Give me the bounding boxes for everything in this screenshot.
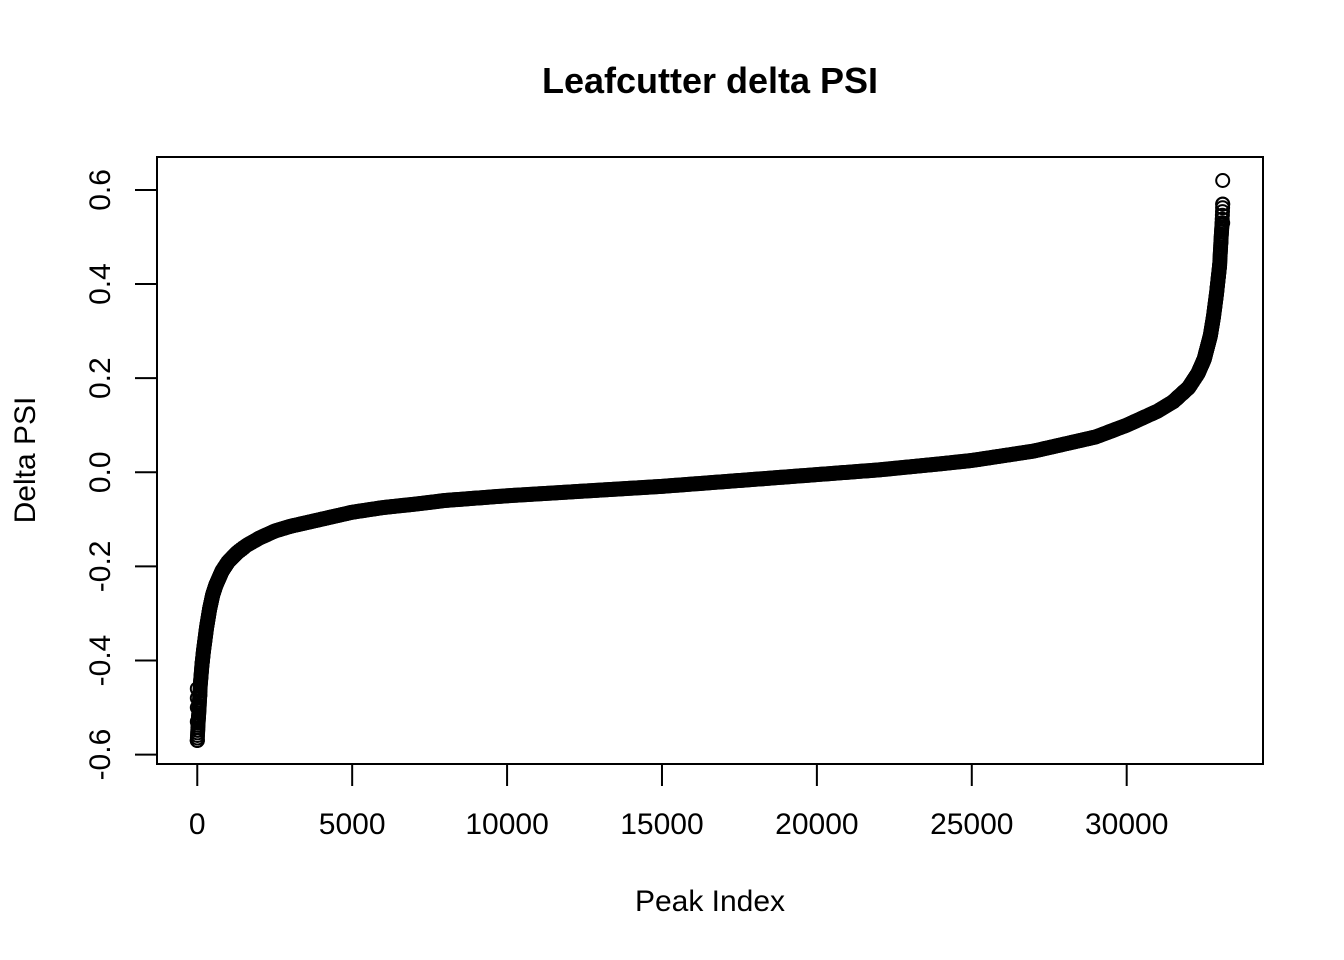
x-tick-label: 10000 — [465, 808, 548, 841]
y-tick-label: 0.4 — [84, 263, 117, 305]
outlier-point — [189, 714, 205, 730]
x-tick-label: 5000 — [319, 808, 386, 841]
outlier-point — [1215, 215, 1231, 231]
plot-frame — [156, 156, 1264, 765]
outlier-point — [1215, 173, 1231, 188]
y-axis-label: Delta PSI — [9, 397, 42, 524]
outlier-point — [1215, 196, 1231, 212]
x-axis: 0 5000 10000 15000 20000 25000 30000 — [189, 763, 1168, 841]
y-tick-label: -0.4 — [84, 635, 117, 687]
x-tick-label: 30000 — [1085, 808, 1168, 841]
outlier-point — [189, 690, 205, 706]
chart-title: Leafcutter delta PSI — [542, 60, 878, 101]
y-axis: -0.6 -0.4 -0.2 0.0 0.2 0.4 0.6 — [84, 169, 158, 781]
y-tick-label: -0.2 — [84, 541, 117, 593]
outlier-point — [189, 700, 205, 715]
x-tick-label: 25000 — [930, 808, 1013, 841]
x-axis-label: Peak Index — [635, 885, 785, 918]
x-tick-label: 20000 — [775, 808, 858, 841]
outlier-point — [189, 733, 205, 748]
x-tick-label: 15000 — [620, 808, 703, 841]
x-tick-label: 0 — [189, 808, 206, 841]
points-layer — [189, 173, 1231, 748]
y-tick-label: 0.6 — [84, 169, 117, 211]
y-tick-label: -0.6 — [84, 729, 117, 781]
outlier-point — [189, 681, 205, 697]
y-tick-label: 0.0 — [84, 451, 117, 493]
y-tick-label: 0.2 — [84, 357, 117, 399]
